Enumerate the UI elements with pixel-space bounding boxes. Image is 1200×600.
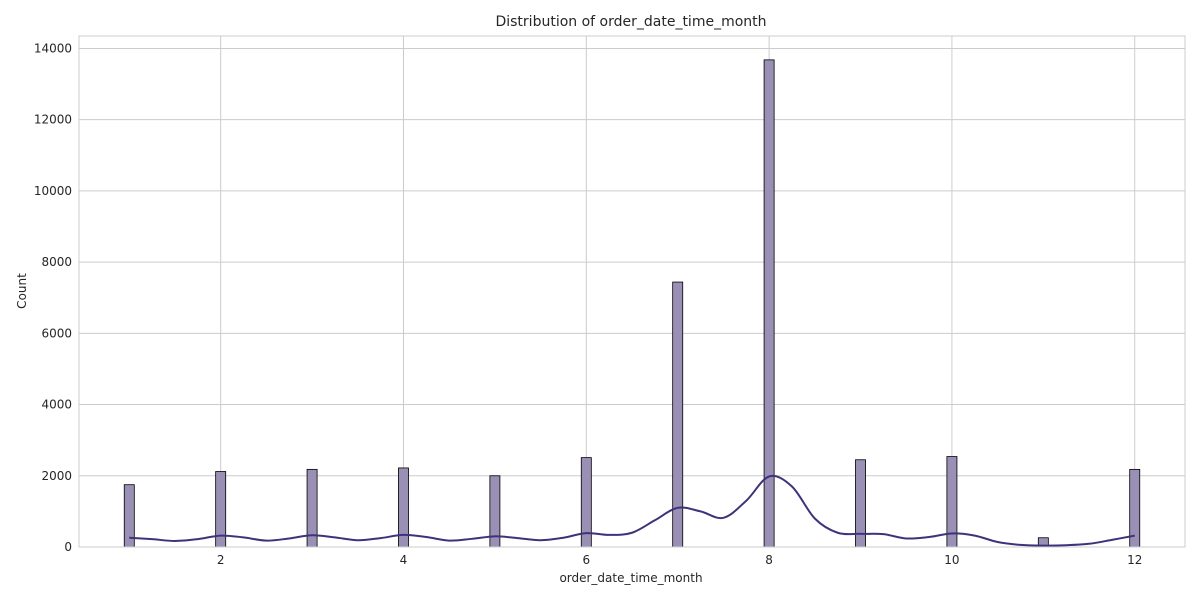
y-tick-label: 6000 xyxy=(41,326,72,340)
y-tick-label: 12000 xyxy=(34,113,72,127)
x-axis-label: order_date_time_month xyxy=(559,571,702,585)
y-tick-label: 2000 xyxy=(41,469,72,483)
histogram-bars xyxy=(123,59,1141,548)
plot-frame xyxy=(78,35,1186,548)
y-axis-label: Count xyxy=(15,273,29,309)
y-tick-label: 14000 xyxy=(34,41,72,55)
y-tick-label: 8000 xyxy=(41,255,72,269)
kde-curve xyxy=(129,474,1135,547)
y-tick-label: 10000 xyxy=(34,184,72,198)
chart-title: Distribution of order_date_time_month xyxy=(495,14,766,30)
x-tick-label: 8 xyxy=(765,553,773,567)
x-tick-label: 4 xyxy=(400,553,408,567)
x-tick-labels: 2 4 6 8 10 12 xyxy=(217,553,1143,567)
x-tick-label: 6 xyxy=(582,553,590,567)
x-tick-label: 10 xyxy=(944,553,959,567)
x-tick-label: 2 xyxy=(217,553,225,567)
y-tick-label: 0 xyxy=(64,540,72,554)
y-tick-label: 4000 xyxy=(41,398,72,412)
kde-curve-group xyxy=(129,474,1135,547)
y-tick-labels: 0 2000 4000 6000 8000 10000 12000 14000 xyxy=(34,41,72,554)
histogram-bar xyxy=(763,59,775,548)
x-tick-label: 12 xyxy=(1127,553,1142,567)
grid-lines xyxy=(79,36,1185,548)
